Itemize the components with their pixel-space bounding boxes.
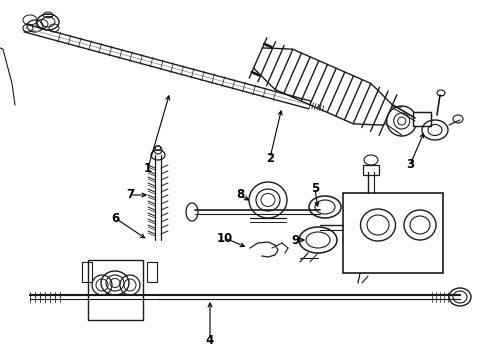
Text: 2: 2 (266, 152, 274, 165)
Text: 1: 1 (144, 162, 152, 175)
Text: 6: 6 (111, 211, 119, 225)
Bar (413, 112, 431, 126)
Bar (82, 262, 92, 282)
Bar (363, 165, 379, 175)
Text: 10: 10 (217, 231, 233, 244)
Bar (147, 262, 157, 282)
Bar (88, 260, 143, 320)
Text: 4: 4 (206, 333, 214, 346)
Text: 9: 9 (291, 234, 299, 247)
Bar (343, 193, 443, 273)
Text: 5: 5 (311, 181, 319, 194)
Text: 8: 8 (236, 189, 244, 202)
Text: 3: 3 (406, 158, 414, 171)
Text: 7: 7 (126, 189, 134, 202)
